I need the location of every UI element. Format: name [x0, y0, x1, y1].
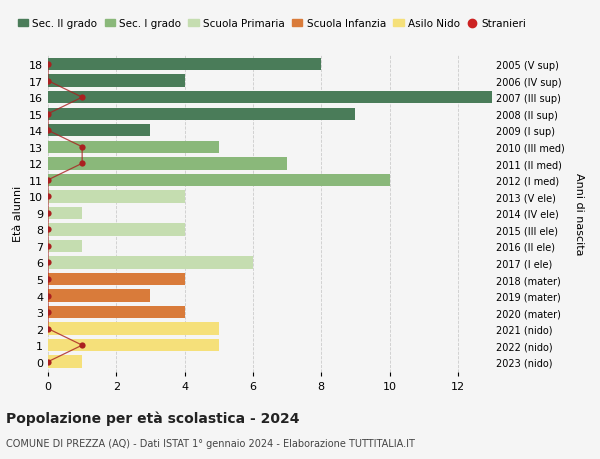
Text: COMUNE DI PREZZA (AQ) - Dati ISTAT 1° gennaio 2024 - Elaborazione TUTTITALIA.IT: COMUNE DI PREZZA (AQ) - Dati ISTAT 1° ge…: [6, 438, 415, 448]
Bar: [48, 125, 151, 137]
Bar: [48, 191, 185, 203]
Bar: [48, 323, 219, 335]
Legend: Sec. II grado, Sec. I grado, Scuola Primaria, Scuola Infanzia, Asilo Nido, Stran: Sec. II grado, Sec. I grado, Scuola Prim…: [17, 19, 527, 29]
Text: Popolazione per età scolastica - 2024: Popolazione per età scolastica - 2024: [6, 411, 299, 425]
Bar: [48, 158, 287, 170]
Bar: [48, 356, 82, 368]
Bar: [48, 174, 389, 187]
Bar: [48, 290, 151, 302]
Bar: [48, 306, 185, 319]
Bar: [48, 92, 492, 104]
Bar: [48, 108, 355, 121]
Bar: [48, 59, 321, 71]
Bar: [48, 224, 185, 236]
Bar: [48, 240, 82, 252]
Bar: [48, 141, 219, 154]
Bar: [48, 75, 185, 88]
Bar: [48, 207, 82, 219]
Bar: [48, 273, 185, 285]
Bar: [48, 257, 253, 269]
Bar: [48, 339, 219, 352]
Y-axis label: Anni di nascita: Anni di nascita: [574, 172, 584, 255]
Y-axis label: Età alunni: Età alunni: [13, 185, 23, 241]
